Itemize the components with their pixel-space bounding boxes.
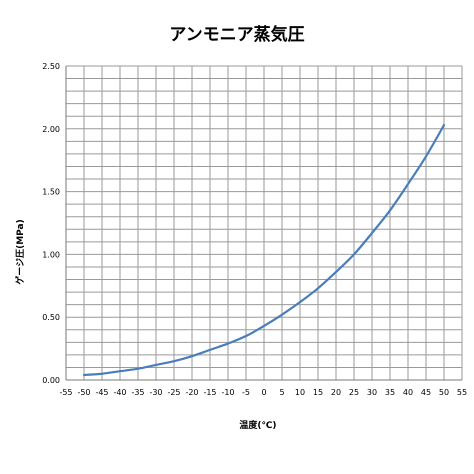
x-axis-label: 温度(℃) [239, 419, 276, 431]
x-tick-label: -35 [131, 388, 144, 397]
y-tick-label: 1.00 [42, 250, 60, 259]
y-tick-label: 0.00 [42, 376, 60, 385]
x-tick-label: 40 [403, 388, 413, 397]
axes [65, 66, 462, 381]
x-tick-label: -40 [113, 388, 126, 397]
x-tick-label: 10 [295, 388, 305, 397]
x-tick-label: 20 [331, 388, 341, 397]
y-tick-label: 0.50 [42, 313, 60, 322]
y-tick-label: 2.00 [42, 125, 60, 134]
y-axis-label: ゲージ圧(MPa) [14, 219, 26, 284]
x-tick-label: -55 [59, 388, 72, 397]
x-tick-label: -20 [185, 388, 198, 397]
y-tick-label: 2.50 [42, 62, 60, 71]
tick-labels: -55 -50 -45 -40 -35 -30 -25 -20 -15 -10 -5 0 5 10 15 20… [42, 62, 467, 397]
series-line-vapor-pressure [82, 123, 446, 377]
x-tick-label: 55 [457, 388, 467, 397]
x-tick-label: 5 [279, 388, 284, 397]
x-tick-label: -45 [95, 388, 108, 397]
x-tick-label: 45 [421, 388, 431, 397]
chart-title: アンモニア蒸気圧 [169, 24, 304, 45]
x-tick-label: 0 [261, 388, 266, 397]
series-layer [82, 123, 446, 377]
x-tick-label: 25 [349, 388, 359, 397]
x-tick-label: 30 [367, 388, 377, 397]
x-tick-label: -25 [167, 388, 180, 397]
x-tick-label: 15 [313, 388, 323, 397]
grid-lines [65, 65, 463, 381]
x-tick-label: -15 [203, 388, 216, 397]
x-tick-label: -5 [242, 388, 250, 397]
y-tick-label: 1.50 [42, 188, 60, 197]
x-tick-label: 35 [385, 388, 395, 397]
x-tick-label: 50 [439, 388, 449, 397]
x-tick-label: -10 [221, 388, 234, 397]
x-tick-label: -30 [149, 388, 162, 397]
x-tick-label: -50 [77, 388, 90, 397]
